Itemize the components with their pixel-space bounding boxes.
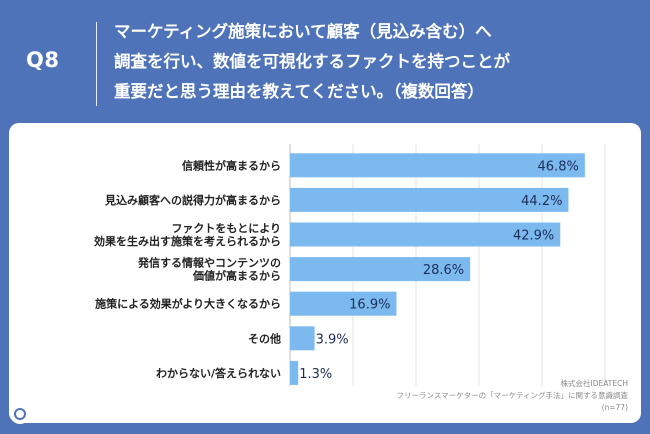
chart-category-label: 発信する情報やコンテンツの — [137, 256, 281, 270]
chart-category-label: 見込み顧客への説得力が高まるから — [104, 193, 281, 207]
chart-category-label: 信頼性が高まるから — [182, 158, 281, 172]
chart-category-label: その他 — [248, 331, 281, 345]
chart-category-label: 価値が高まるから — [192, 269, 281, 283]
chart-value-label: 46.8% — [538, 159, 579, 174]
chart-value-label: 1.3% — [299, 367, 332, 382]
chart-value-label: 44.2% — [521, 194, 562, 209]
chart-category-label: ファクトをもとにより — [171, 222, 281, 235]
source-note: 株式会社IDEATECH フリーランスマーケターの「マーケティング手法」に関する… — [396, 378, 628, 414]
source-survey: フリーランスマーケターの「マーケティング手法」に関する意識調査 — [396, 391, 628, 400]
chart-bar — [290, 153, 585, 178]
question-line-2: 調査を行い、数値を可視化するファクトを持つことが — [114, 52, 510, 71]
question-line-3: 重要だと思う理由を教えてください。（複数回答） — [114, 82, 484, 101]
chart-bar — [290, 360, 299, 385]
question-line-1: マーケティング施策において顧客（見込み含む）へ — [114, 22, 492, 41]
chart-bar — [290, 222, 561, 247]
chart-bar — [290, 257, 471, 282]
chart-bar — [290, 291, 397, 316]
chart-category-label: 施策による効果がより大きくなるから — [95, 297, 281, 311]
chart-bar — [290, 326, 315, 351]
chart-value-label: 42.9% — [513, 229, 554, 244]
question-text: マーケティング施策において顧客（見込み含む）へ 調査を行い、数値を可視化するファ… — [114, 17, 634, 107]
chart-value-label: 16.9% — [349, 298, 390, 313]
logo-text: リサピー — [34, 407, 90, 423]
chart-value-label: 28.6% — [423, 263, 464, 278]
source-company: 株式会社IDEATECH — [560, 379, 628, 388]
chart-value-label: 3.9% — [316, 332, 349, 347]
question-header: Q8 マーケティング施策において顧客（見込み含む）へ 調査を行い、数値を可視化す… — [0, 0, 650, 122]
chart-bar — [290, 187, 569, 212]
brand-logo: リサピー — [10, 404, 90, 424]
logo-icon — [10, 404, 30, 424]
chart-category-label: わからない/答えられない — [156, 366, 281, 380]
question-number: Q8 — [26, 48, 60, 72]
chart-category-label: 効果を生み出す施策を考えられるから — [94, 234, 281, 248]
header-divider — [96, 22, 97, 106]
source-sample: (n=77) — [601, 403, 628, 412]
